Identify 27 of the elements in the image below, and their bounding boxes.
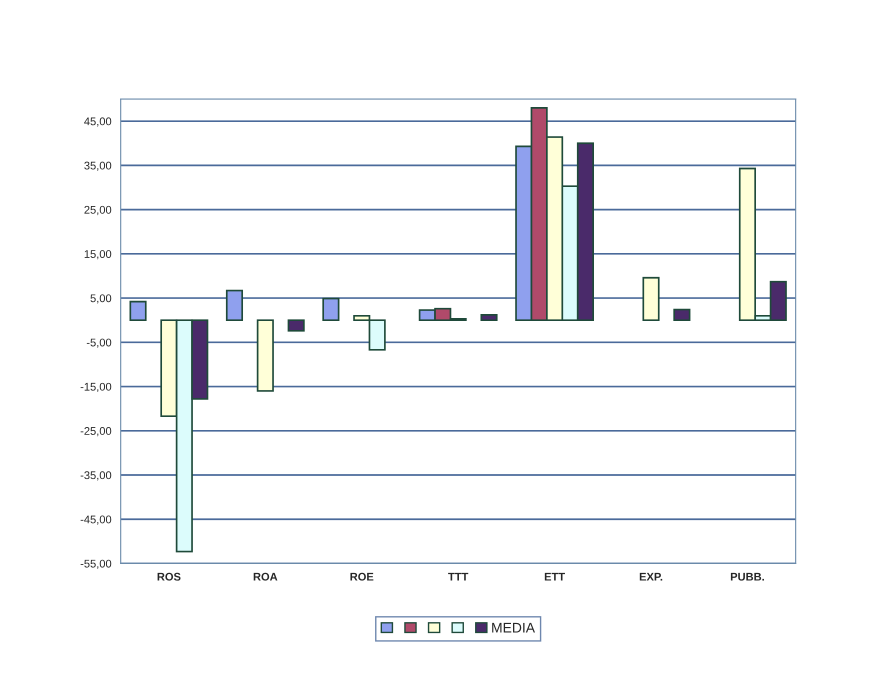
bar	[129, 300, 147, 322]
bar	[480, 314, 498, 322]
y-tick-label: 25,00	[84, 206, 112, 216]
y-tick-label: -5,00	[86, 338, 112, 348]
y-tick-label: -45,00	[80, 516, 112, 525]
y-tick-label: -55,00	[80, 560, 112, 569]
x-tick-label: TTT	[448, 572, 468, 581]
bar	[642, 276, 660, 322]
bar	[288, 319, 305, 332]
x-tick-label: ROE	[350, 572, 374, 581]
x-tick-label: ROS	[158, 572, 181, 581]
bar	[226, 290, 244, 322]
y-tick-label: 35,00	[84, 162, 112, 171]
y-tick-label: 5,00	[90, 294, 112, 304]
x-tick-label: EXP.	[640, 572, 662, 581]
x-tick-label: ETT	[544, 572, 565, 581]
bar	[322, 298, 340, 322]
x-tick-label: ROA	[254, 572, 278, 581]
bar	[673, 308, 690, 322]
y-tick-label: 45,00	[84, 117, 112, 127]
y-tick-label: -25,00	[80, 427, 112, 436]
y-tick-label: 15,00	[84, 250, 112, 260]
x-tick-label: PUBB.	[730, 572, 764, 581]
legend-label: MEDIA	[492, 622, 535, 632]
y-tick-label: -35,00	[80, 471, 112, 480]
bar	[256, 319, 274, 392]
y-tick-label: -15,00	[80, 382, 112, 392]
